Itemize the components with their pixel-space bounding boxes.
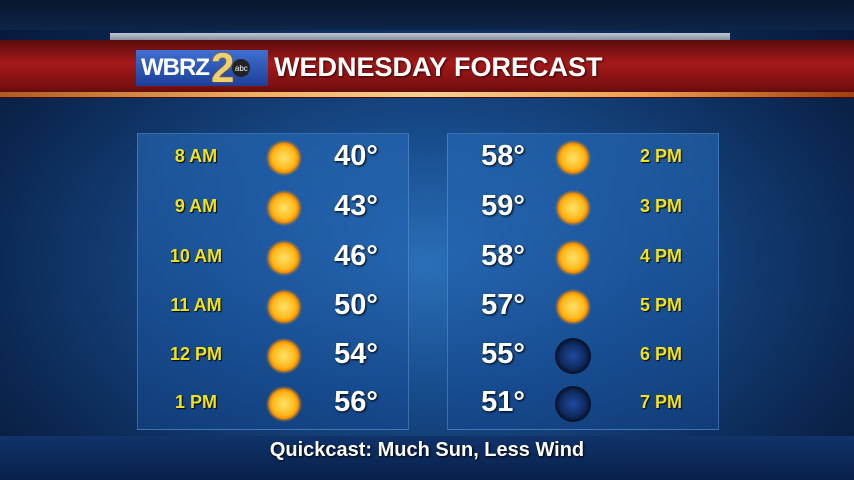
temperature: 57° bbox=[481, 288, 525, 321]
sun-icon bbox=[266, 140, 302, 176]
hour-label: 3 PM bbox=[639, 195, 682, 216]
forecast-row: 2 PM 58° bbox=[448, 136, 720, 176]
forecast-row: 12 PM 54° bbox=[138, 334, 410, 374]
temperature: 59° bbox=[481, 189, 525, 222]
forecast-row: 7 PM 51° bbox=[448, 382, 720, 422]
station-logo: WBRZ 2 abc bbox=[136, 44, 268, 91]
page-title: WEDNESDAY FORECAST bbox=[274, 52, 603, 82]
forecast-row: 8 AM 40° bbox=[138, 136, 410, 176]
hour-label: 8 AM bbox=[174, 145, 218, 166]
forecast-panel-right: 2 PM 58° 3 PM 59° 4 PM 58° 5 PM 57° 6 PM 55° 7 PM 5… bbox=[447, 133, 719, 430]
hour-label: 5 PM bbox=[639, 294, 682, 315]
clear-night-icon bbox=[555, 338, 591, 374]
temperature: 54° bbox=[334, 337, 378, 370]
forecast-row: 5 PM 57° bbox=[448, 285, 720, 325]
temperature: 55° bbox=[481, 337, 525, 370]
hour-label: 11 AM bbox=[170, 294, 222, 315]
forecast-row: 4 PM 58° bbox=[448, 236, 720, 276]
hour-label: 9 AM bbox=[174, 195, 218, 216]
hour-label: 6 PM bbox=[639, 343, 682, 364]
sun-icon bbox=[266, 338, 302, 374]
temperature: 43° bbox=[334, 189, 378, 222]
silver-trim bbox=[110, 33, 730, 41]
forecast-row: 3 PM 59° bbox=[448, 186, 720, 226]
temperature: 46° bbox=[334, 239, 378, 272]
forecast-row: 9 AM 43° bbox=[138, 186, 410, 226]
hour-label: 10 AM bbox=[169, 245, 223, 266]
hour-label: 1 PM bbox=[174, 391, 217, 412]
forecast-row: 6 PM 55° bbox=[448, 334, 720, 374]
temperature: 40° bbox=[334, 139, 378, 172]
temperature: 58° bbox=[481, 239, 525, 272]
footer-bar: Quickcast: Much Sun, Less Wind bbox=[0, 436, 854, 480]
network-logo: abc bbox=[232, 59, 251, 77]
temperature: 50° bbox=[334, 288, 378, 321]
quickcast-text: Quickcast: Much Sun, Less Wind bbox=[269, 439, 585, 461]
sun-icon bbox=[266, 240, 302, 276]
temperature: 51° bbox=[481, 385, 525, 418]
top-bar bbox=[0, 0, 854, 30]
sun-icon bbox=[266, 386, 302, 422]
sun-icon bbox=[266, 289, 302, 325]
temperature: 58° bbox=[481, 139, 525, 172]
sun-icon bbox=[555, 190, 591, 226]
hour-label: 12 PM bbox=[169, 343, 223, 364]
banner-stripe bbox=[0, 92, 854, 97]
forecast-row: 1 PM 56° bbox=[138, 382, 410, 422]
logo-number: 2 bbox=[210, 44, 235, 91]
sun-icon bbox=[555, 140, 591, 176]
hour-label: 4 PM bbox=[639, 245, 682, 266]
hour-label: 7 PM bbox=[639, 391, 682, 412]
logo-text: WBRZ bbox=[141, 54, 210, 81]
hour-label: 2 PM bbox=[639, 145, 682, 166]
forecast-panel-left: 8 AM 40° 9 AM 43° 10 AM 46° 11 AM 50° 12 PM 54° 1 … bbox=[137, 133, 409, 430]
clear-night-icon bbox=[555, 386, 591, 422]
sun-icon bbox=[555, 240, 591, 276]
temperature: 56° bbox=[334, 385, 378, 418]
sun-icon bbox=[555, 289, 591, 325]
forecast-row: 10 AM 46° bbox=[138, 236, 410, 276]
sun-icon bbox=[266, 190, 302, 226]
forecast-row: 11 AM 50° bbox=[138, 285, 410, 325]
